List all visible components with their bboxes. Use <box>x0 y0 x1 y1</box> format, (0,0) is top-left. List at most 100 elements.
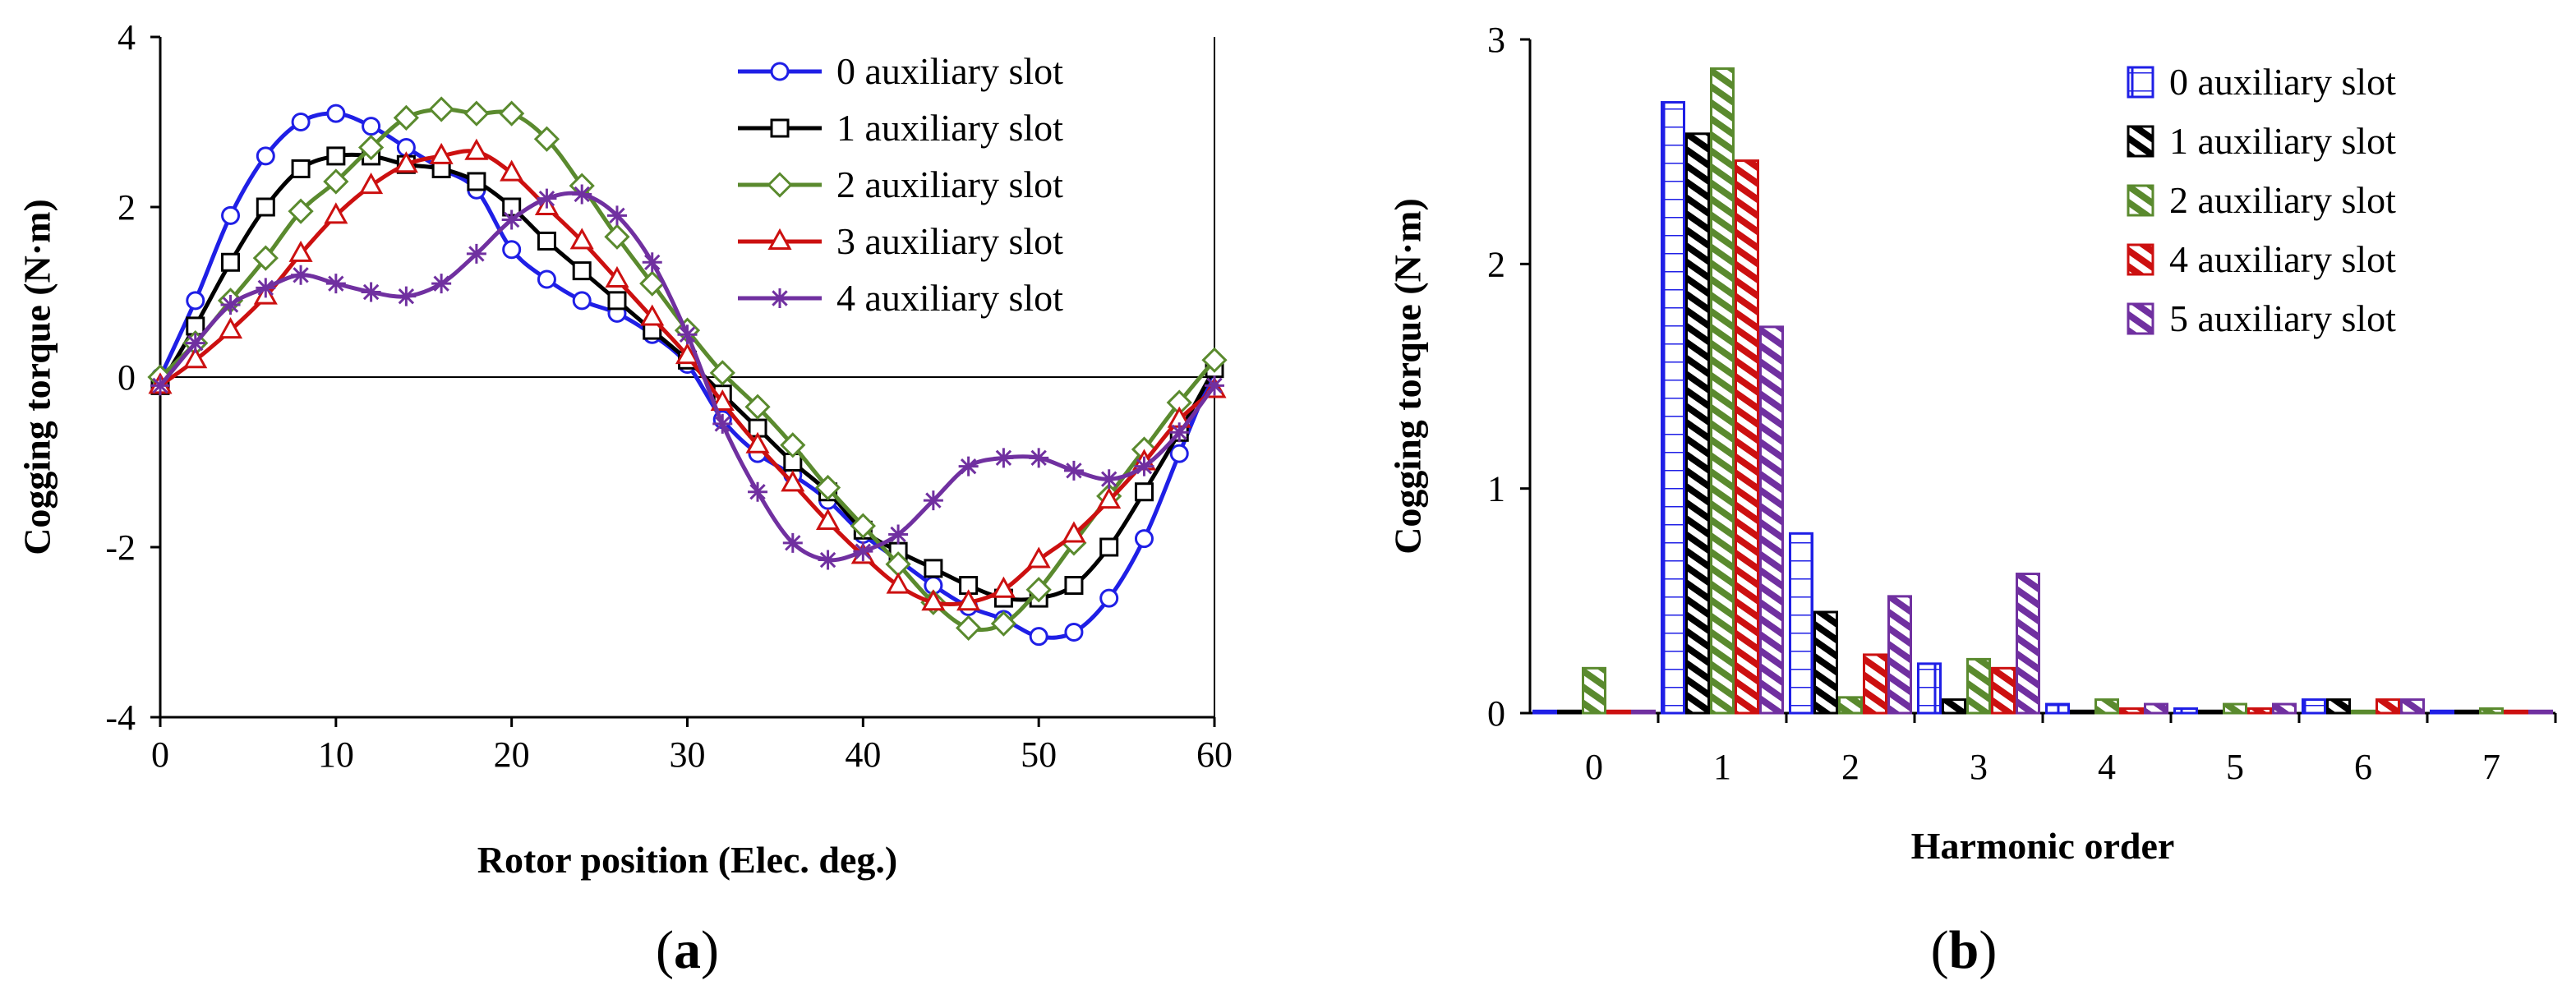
legend-swatch <box>2127 125 2154 158</box>
bar <box>2247 707 2272 715</box>
data-point <box>1064 576 1084 596</box>
legend-label: 3 auxiliary slot <box>836 220 1063 262</box>
data-point <box>256 278 276 298</box>
legend-label: 0 auxiliary slot <box>2169 61 2396 103</box>
data-point <box>183 347 208 369</box>
data-point <box>780 432 806 458</box>
legend-swatch <box>2127 302 2154 335</box>
data-point <box>1169 422 1190 443</box>
bar <box>2351 709 2376 715</box>
legend-item: 1 auxiliary slot <box>2127 120 2396 162</box>
legend-item: 2 auxiliary slot <box>2127 179 2396 221</box>
data-point <box>1201 347 1228 373</box>
data-point <box>888 524 909 545</box>
panel-letter: a <box>674 920 701 980</box>
data-point <box>221 252 241 272</box>
legend-item: 1 auxiliary slot <box>738 107 1063 149</box>
data-point <box>291 113 311 131</box>
data-point <box>326 146 346 166</box>
bar <box>2302 698 2326 715</box>
data-point <box>745 431 770 453</box>
data-point <box>782 532 803 553</box>
data-point <box>252 245 279 271</box>
data-point <box>1062 521 1086 543</box>
data-point <box>150 375 170 396</box>
bar <box>1606 709 1631 715</box>
data-point <box>431 274 452 294</box>
bar <box>1917 662 1942 715</box>
y-tick-label: 4 <box>118 17 136 58</box>
legend-swatch <box>2127 66 2154 99</box>
data-point <box>324 202 348 224</box>
y-axis-title: Cogging torque (N·m) <box>1387 198 1429 555</box>
data-point <box>675 343 700 365</box>
data-point <box>886 572 910 594</box>
data-point <box>572 261 592 281</box>
legend-label: 5 auxiliary slot <box>2169 297 2396 339</box>
bar <box>2223 702 2247 715</box>
data-point <box>677 325 698 345</box>
data-point <box>221 205 241 225</box>
data-point <box>850 513 876 539</box>
data-point <box>428 96 454 122</box>
data-point <box>394 151 418 173</box>
series-1 <box>150 146 1224 608</box>
data-point <box>501 209 522 230</box>
data-point <box>991 576 1016 598</box>
data-point <box>393 104 419 131</box>
bar <box>1789 532 1813 715</box>
data-point <box>1134 482 1154 502</box>
data-point <box>361 282 381 302</box>
x-tick-label: 2 <box>1841 747 1859 787</box>
data-point <box>1025 577 1052 603</box>
data-point <box>288 240 313 262</box>
legend: 0 auxiliary slot 1 auxiliary slot 2 auxili… <box>2127 61 2396 339</box>
data-point <box>767 172 793 198</box>
data-point <box>770 288 790 308</box>
bar <box>2016 573 2040 715</box>
legend-label: 0 auxiliary slot <box>836 50 1063 92</box>
legend-item: 4 auxiliary slot <box>2127 238 2396 280</box>
data-point <box>325 274 346 294</box>
data-point <box>640 304 665 326</box>
bar <box>1863 653 1887 715</box>
data-point <box>924 559 943 578</box>
x-tick-label: 60 <box>1196 734 1233 775</box>
legend-item: 0 auxiliary slot <box>2127 61 2396 103</box>
bar <box>2144 702 2168 715</box>
legend-swatch <box>2127 184 2154 217</box>
bar <box>1685 132 1710 715</box>
bar <box>1631 709 1656 715</box>
data-point <box>256 146 275 166</box>
panel-letter: b <box>1949 920 1979 980</box>
bar <box>2173 707 2198 715</box>
bar <box>1966 657 1991 715</box>
data-point <box>502 240 522 260</box>
x-axis-title: Rotor position (Elec. deg.) <box>477 839 898 881</box>
x-tick-label: 0 <box>1585 747 1603 787</box>
legend-item: 3 auxiliary slot <box>738 220 1063 262</box>
data-point <box>467 172 486 191</box>
bar <box>1735 159 1759 715</box>
data-point <box>853 541 873 562</box>
x-tick-label: 50 <box>1021 734 1057 775</box>
bar <box>2454 709 2479 715</box>
data-point <box>323 168 349 195</box>
data-point <box>429 142 454 164</box>
y-tick-label: 0 <box>118 357 136 398</box>
legend-item: 5 auxiliary slot <box>2127 297 2396 339</box>
x-tick-label: 30 <box>670 734 706 775</box>
legend-swatch <box>2127 243 2154 276</box>
data-point <box>1029 448 1049 468</box>
data-point <box>990 610 1017 637</box>
data-point <box>362 117 381 136</box>
legend-label: 2 auxiliary slot <box>836 163 1063 205</box>
y-axis-title: Cogging torque (N·m) <box>16 199 58 555</box>
data-point <box>1099 588 1119 608</box>
x-tick-label: 20 <box>494 734 530 775</box>
data-point <box>359 173 384 195</box>
series-4 <box>150 184 1224 570</box>
data-point <box>1099 469 1119 490</box>
